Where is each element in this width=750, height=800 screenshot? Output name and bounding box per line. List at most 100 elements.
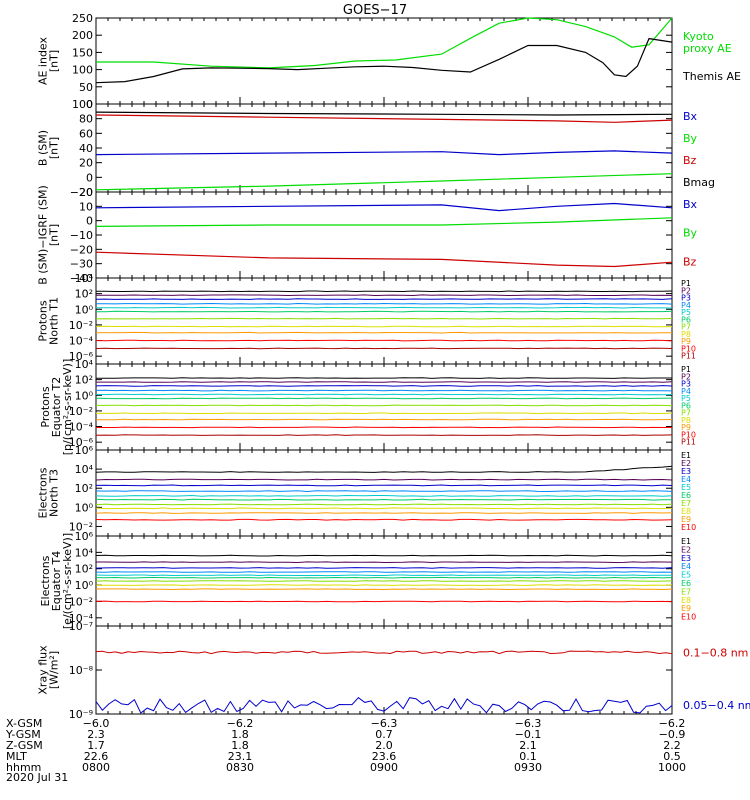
y-tick-label: 100 [72, 64, 93, 77]
channel-line-p5 [95, 306, 673, 309]
y-tick-label: 10² [75, 288, 93, 301]
channel-line-p9 [95, 331, 673, 334]
channel-label-p3: P3 [681, 380, 691, 389]
channel-line-e5 [95, 494, 673, 497]
y-tick-label: 10⁻⁴ [69, 421, 94, 434]
channel-label-p1: P1 [681, 365, 691, 374]
channel-label-e6: E6 [681, 579, 691, 588]
legend-kyoto-proxy-ae: Kyoto [683, 30, 714, 43]
channel-line-p9 [96, 418, 673, 421]
series-bz [95, 114, 673, 123]
y-tick-label: 10² [75, 563, 93, 576]
channel-label-p4: P4 [681, 387, 691, 396]
channel-line-e9 [95, 512, 673, 514]
channel-label-e1: E1 [681, 537, 691, 546]
y-tick-label: 20 [79, 186, 93, 199]
channel-line-e3 [95, 484, 673, 487]
y-tick-label: 10⁰ [75, 389, 94, 402]
y-tick-label: 10² [75, 374, 93, 387]
x-value: 0900 [370, 761, 398, 774]
y-tick-label: −40 [70, 272, 93, 285]
legend-bx: Bx [683, 198, 698, 211]
channel-line-e10 [95, 600, 673, 603]
x-value: 2.1 [519, 739, 537, 752]
channel-label-e1: E1 [681, 451, 691, 460]
channel-line-e5 [95, 574, 673, 577]
x-row-label: X-GSM [6, 717, 42, 730]
channel-label-e3: E3 [681, 554, 691, 563]
x-value: 0.5 [663, 750, 681, 763]
channel-label-p5: P5 [681, 308, 691, 317]
x-value: 2.3 [87, 728, 105, 741]
x-value: 1.8 [231, 739, 249, 752]
date-label: 2020 Jul 31 [6, 771, 68, 784]
y-tick-label: 10⁻⁴ [69, 612, 94, 625]
x-value: 1000 [658, 761, 686, 774]
y-axis-label: [W/m²] [48, 651, 61, 689]
channel-label-e3: E3 [681, 467, 691, 476]
y-tick-label: 10⁰ [75, 501, 94, 514]
figure-title: GOES−17 [343, 3, 407, 18]
y-tick-label: 50 [79, 81, 93, 94]
channel-label-e4: E4 [681, 475, 691, 484]
legend-by: By [683, 227, 698, 240]
y-tick-label: 10⁶ [75, 530, 94, 543]
x-value: 1.7 [87, 739, 105, 752]
channel-line-e1 [95, 465, 673, 473]
y-tick-label: 60 [79, 127, 93, 140]
channel-line-e4 [95, 571, 673, 573]
y-axis-label: Electrons [39, 555, 52, 606]
y-tick-label: 10 [79, 200, 93, 213]
y-tick-label: 10⁰ [75, 579, 94, 592]
channel-line-e2 [96, 561, 673, 564]
y-tick-label: 10⁻² [69, 520, 93, 533]
channel-line-p7 [96, 404, 673, 407]
y-tick-label: 80 [79, 113, 93, 126]
channel-line-e8 [95, 584, 673, 586]
panel-frame [95, 17, 673, 105]
panel-frame [95, 363, 673, 451]
channel-line-e2 [95, 478, 673, 481]
y-axis-label: AE index [37, 36, 50, 85]
channel-line-e1 [95, 554, 673, 557]
channel-line-p4 [95, 389, 673, 392]
y-tick-label: 10⁻⁸ [69, 664, 94, 677]
channel-line-e7 [95, 580, 673, 582]
x-value: 23.6 [372, 750, 397, 763]
channel-label-p11: P11 [681, 438, 696, 447]
channel-label-e8: E8 [681, 507, 691, 516]
y-tick-label: −20 [70, 243, 93, 256]
y-tick-label: 0 [86, 98, 93, 111]
channel-line-p1 [96, 377, 672, 379]
channel-line-e6 [95, 498, 673, 501]
y-tick-label: 10⁻⁴ [69, 335, 94, 348]
legend-xray-1: 0.05−0.4 nm [683, 699, 750, 712]
channel-line-p10 [95, 339, 673, 342]
y-tick-label: 0 [86, 215, 93, 228]
x-value: −6.2 [227, 717, 254, 730]
legend-by: By [683, 132, 698, 145]
y-tick-label: 10⁴ [75, 358, 94, 371]
y-axis-label: Protons [39, 386, 52, 427]
y-tick-label: 200 [72, 29, 93, 42]
channel-line-p6 [95, 397, 673, 400]
x-value: 22.6 [84, 750, 109, 763]
y-tick-label: 10⁻⁹ [69, 708, 93, 721]
y-tick-label: 10⁴ [75, 463, 94, 476]
y-tick-label: 40 [79, 142, 93, 155]
series-by [95, 173, 673, 191]
channel-label-e2: E2 [681, 459, 691, 468]
panel-frame [95, 625, 673, 715]
x-value: −0.1 [515, 728, 542, 741]
x-value: 0.1 [519, 750, 537, 763]
y-tick-label: 10⁻⁶ [69, 350, 94, 363]
y-tick-label: −10 [70, 229, 93, 242]
y-tick-label: 10⁴ [75, 546, 94, 559]
channel-label-p4: P4 [681, 301, 691, 310]
y-tick-label: 10⁻² [69, 405, 93, 418]
y-axis-label: North T1 [48, 297, 61, 345]
